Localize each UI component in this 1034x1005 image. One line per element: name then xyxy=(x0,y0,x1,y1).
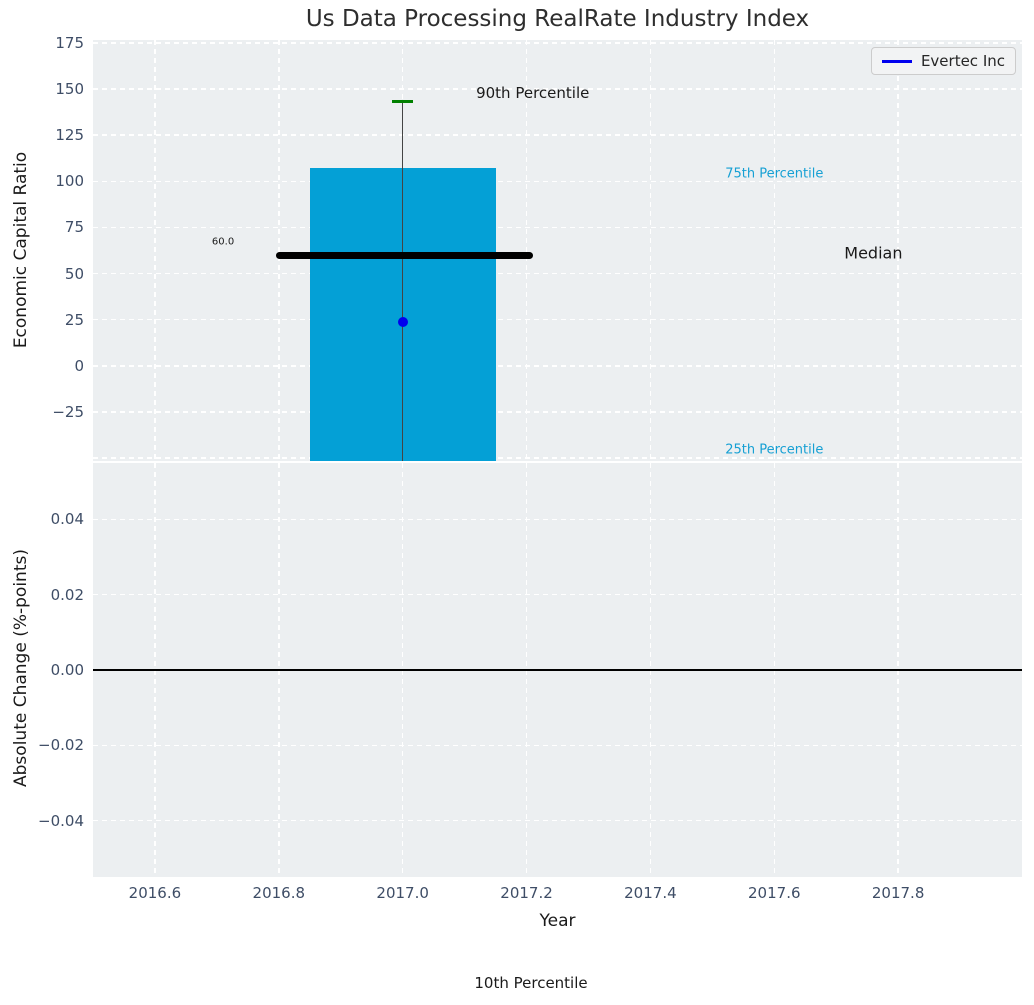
footer-annotation: 10th Percentile xyxy=(474,974,588,992)
grid-line-h xyxy=(93,593,1022,596)
y-tick-label: 50 xyxy=(64,264,84,283)
grid-line-h xyxy=(93,819,1022,822)
y-tick-label: −0.04 xyxy=(38,811,84,830)
y-tick-label: 100 xyxy=(55,172,84,191)
y-tick-label: 125 xyxy=(55,126,84,145)
y-tick-label: 0.04 xyxy=(50,510,84,529)
p90-cap xyxy=(392,100,414,104)
y-tick-label: 150 xyxy=(55,79,84,98)
grid-line-h xyxy=(93,411,1022,413)
grid-line-v xyxy=(278,40,280,461)
grid-line-h xyxy=(93,457,1022,459)
grid-line-v xyxy=(649,40,652,461)
grid-line-h xyxy=(93,744,1022,747)
grid-line-h xyxy=(93,226,1022,229)
top-subplot: Evertec Inc 90th Percentile 75th Percenti… xyxy=(93,40,1022,461)
grid-line-h xyxy=(93,134,1022,136)
y-tick-label: −0.02 xyxy=(38,736,84,755)
grid-line-h xyxy=(93,518,1022,521)
grid-line-v xyxy=(154,40,156,461)
bottom-subplot xyxy=(93,463,1022,877)
grid-line-h xyxy=(93,272,1022,275)
x-tick-label: 2017.8 xyxy=(871,884,925,902)
x-tick-label: 2016.8 xyxy=(252,884,306,902)
whisker-line xyxy=(401,101,404,461)
x-tick-label: 2017.6 xyxy=(748,884,801,902)
y-tick-label: −25 xyxy=(52,403,84,422)
x-tick-label: 2016.6 xyxy=(128,884,182,902)
annotation-25th-percentile: 25th Percentile xyxy=(725,442,824,458)
x-tick-label: 2017.2 xyxy=(500,884,553,902)
annotation-median: Median xyxy=(844,243,903,263)
zero-line xyxy=(93,669,1022,671)
legend-line-icon xyxy=(881,59,912,63)
x-axis-label: Year xyxy=(539,911,576,931)
x-tick-label: 2017.0 xyxy=(376,884,429,902)
y-tick-label: 75 xyxy=(64,218,84,237)
grid-line-h xyxy=(93,365,1022,367)
company-dot xyxy=(397,316,408,327)
grid-line-v xyxy=(773,40,776,461)
grid-line-v xyxy=(525,40,528,461)
y-tick-label: 0 xyxy=(74,356,84,375)
median-line xyxy=(275,251,533,259)
grid-line-h xyxy=(93,88,1022,90)
y-tick-label: 25 xyxy=(64,310,84,329)
y-tick-label: 0.00 xyxy=(50,661,84,679)
annotation-60-0: 60.0 xyxy=(211,236,235,248)
grid-line-h xyxy=(93,180,1022,182)
legend-label: Evertec Inc xyxy=(920,52,1005,70)
legend: Evertec Inc xyxy=(870,47,1016,75)
x-tick-label: 2017.4 xyxy=(624,884,677,902)
grid-line-h xyxy=(93,318,1022,321)
y-tick-label: 0.02 xyxy=(50,585,84,604)
chart-title: Us Data Processing RealRate Industry Ind… xyxy=(305,6,810,32)
grid-line-h xyxy=(93,42,1022,44)
y-tick-label: 175 xyxy=(55,33,84,52)
annotation-75th-percentile: 75th Percentile xyxy=(725,166,824,182)
annotation-90th-percentile: 90th Percentile xyxy=(476,83,590,102)
grid-line-v xyxy=(897,40,899,461)
